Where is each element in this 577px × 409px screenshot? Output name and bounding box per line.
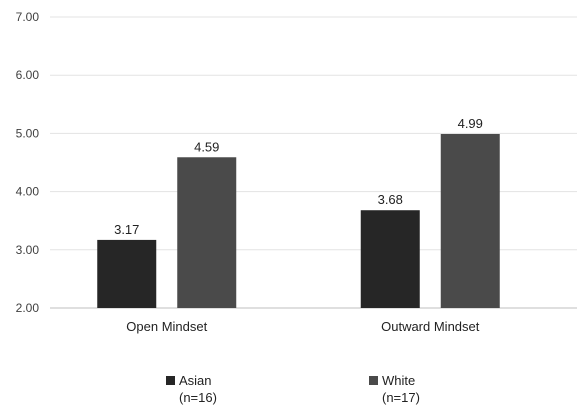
legend-swatch-white xyxy=(369,376,378,385)
legend-sample-white: (n=17) xyxy=(382,390,420,405)
y-tick-label: 5.00 xyxy=(16,126,40,140)
category-label: Outward Mindset xyxy=(381,319,480,334)
bar-white-1 xyxy=(177,157,237,308)
legend-swatch-asian xyxy=(166,376,175,385)
legend-item-white: White (n=17) xyxy=(369,372,420,406)
y-tick-label: 3.00 xyxy=(16,243,40,257)
legend-label-white: White xyxy=(382,373,416,388)
value-label: 4.99 xyxy=(458,116,483,131)
y-tick-label: 4.00 xyxy=(16,185,40,199)
y-tick-label: 7.00 xyxy=(16,10,40,24)
bars xyxy=(97,133,500,308)
bar-asian-1 xyxy=(97,239,157,308)
legend-label-asian: Asian xyxy=(179,373,212,388)
legend-sample-asian: (n=16) xyxy=(179,390,217,405)
y-tick-label: 6.00 xyxy=(16,68,40,82)
y-axis-ticks: 2.00 3.00 4.00 5.00 6.00 7.00 xyxy=(16,10,40,315)
category-labels: Open Mindset Outward Mindset xyxy=(126,319,479,334)
legend-item-asian: Asian (n=16) xyxy=(166,372,217,406)
category-label: Open Mindset xyxy=(126,319,207,334)
bar-white-2 xyxy=(440,133,500,308)
value-label: 3.17 xyxy=(114,222,139,237)
bar-asian-2 xyxy=(360,210,420,308)
value-labels: 3.17 4.59 3.68 4.99 xyxy=(114,116,483,237)
y-tick-label: 2.00 xyxy=(16,301,40,315)
value-label: 4.59 xyxy=(194,139,219,154)
value-label: 3.68 xyxy=(378,192,403,207)
